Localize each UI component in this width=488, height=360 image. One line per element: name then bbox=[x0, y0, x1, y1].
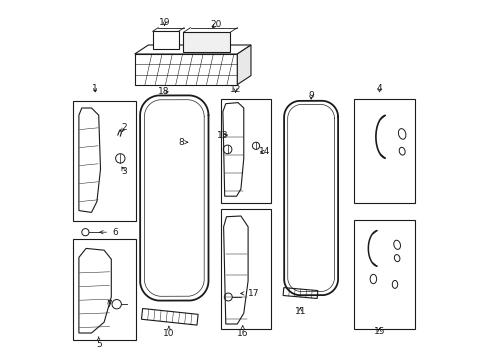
Polygon shape bbox=[223, 103, 244, 196]
Text: 11: 11 bbox=[294, 307, 305, 316]
Polygon shape bbox=[79, 108, 101, 212]
Polygon shape bbox=[183, 32, 230, 52]
Text: 14: 14 bbox=[258, 148, 269, 156]
Bar bbox=[354, 220, 415, 329]
Bar bbox=[141, 309, 198, 325]
Text: 7: 7 bbox=[106, 300, 112, 309]
Polygon shape bbox=[152, 31, 178, 49]
Text: 19: 19 bbox=[159, 18, 170, 27]
Bar bbox=[221, 209, 271, 329]
Text: 6: 6 bbox=[100, 228, 118, 237]
Bar bbox=[221, 99, 271, 203]
Polygon shape bbox=[237, 45, 250, 85]
Text: 9: 9 bbox=[307, 91, 313, 100]
Text: 8: 8 bbox=[178, 138, 187, 147]
Polygon shape bbox=[223, 216, 247, 324]
Text: 16: 16 bbox=[237, 325, 248, 338]
Text: 13: 13 bbox=[217, 130, 228, 139]
Polygon shape bbox=[79, 248, 111, 333]
Text: 17: 17 bbox=[240, 289, 259, 298]
Text: 3: 3 bbox=[121, 166, 126, 175]
Text: 15: 15 bbox=[373, 328, 385, 336]
Bar bbox=[354, 99, 415, 203]
Text: 5: 5 bbox=[96, 337, 102, 349]
Text: 10: 10 bbox=[163, 326, 174, 338]
Polygon shape bbox=[134, 54, 237, 85]
Bar bbox=[73, 239, 136, 340]
Text: 12: 12 bbox=[229, 85, 241, 94]
Bar bbox=[73, 101, 136, 221]
Text: 2: 2 bbox=[121, 123, 126, 132]
Text: 1: 1 bbox=[92, 84, 98, 93]
Text: 18: 18 bbox=[158, 87, 169, 96]
Text: 4: 4 bbox=[376, 84, 382, 93]
Bar bbox=[283, 288, 317, 298]
Polygon shape bbox=[134, 45, 250, 54]
Text: 20: 20 bbox=[209, 20, 221, 29]
